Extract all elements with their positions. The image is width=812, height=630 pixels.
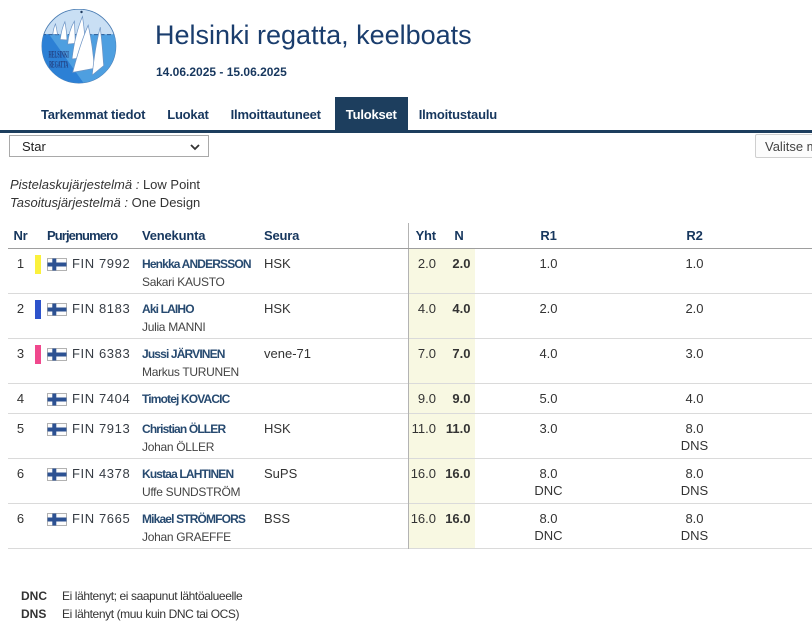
svg-text:HELSINKI: HELSINKI xyxy=(49,49,70,59)
svg-text:REGATTA: REGATTA xyxy=(49,60,68,70)
